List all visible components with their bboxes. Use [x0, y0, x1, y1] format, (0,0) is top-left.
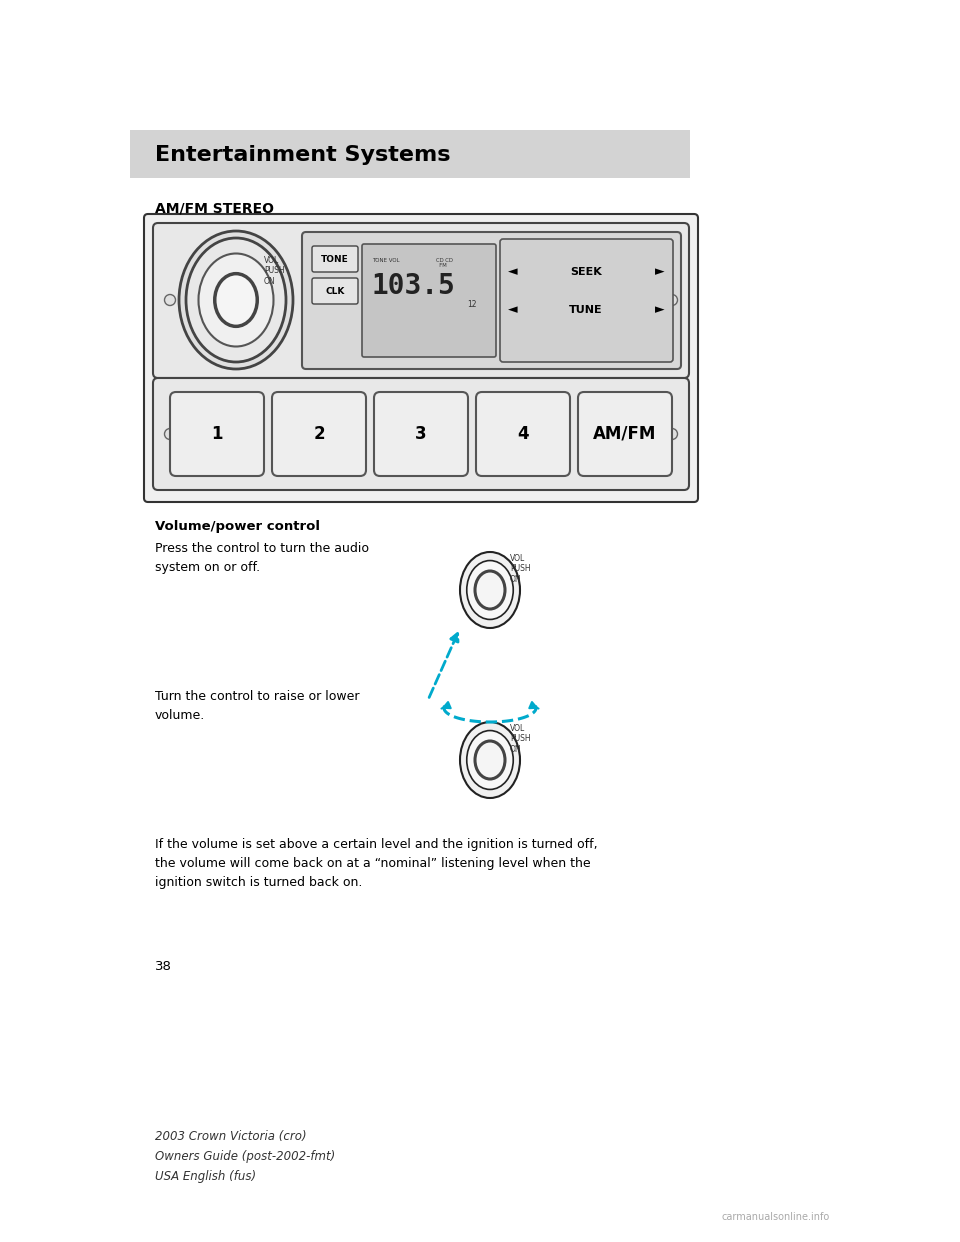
Text: CLK: CLK — [325, 287, 345, 296]
Circle shape — [164, 294, 176, 306]
Text: ►: ► — [655, 266, 665, 278]
Text: 4: 4 — [517, 425, 529, 443]
Text: Press the control to turn the audio
system on or off.: Press the control to turn the audio syst… — [155, 542, 369, 574]
FancyBboxPatch shape — [302, 232, 681, 369]
Text: AM/FM STEREO: AM/FM STEREO — [155, 202, 274, 216]
Text: If the volume is set above a certain level and the ignition is turned off,
the v: If the volume is set above a certain lev… — [155, 838, 598, 889]
Text: CD CD
  FM: CD CD FM — [436, 258, 453, 268]
FancyBboxPatch shape — [153, 378, 689, 491]
Text: 3: 3 — [415, 425, 427, 443]
FancyBboxPatch shape — [312, 278, 358, 304]
Ellipse shape — [179, 231, 293, 369]
Ellipse shape — [475, 741, 505, 779]
Circle shape — [666, 428, 678, 440]
FancyBboxPatch shape — [362, 243, 496, 356]
Text: USA English (fus): USA English (fus) — [155, 1170, 256, 1182]
FancyBboxPatch shape — [144, 214, 698, 502]
FancyBboxPatch shape — [130, 130, 690, 178]
Text: 103.5: 103.5 — [372, 272, 456, 301]
Text: TONE VOL: TONE VOL — [372, 258, 399, 263]
Ellipse shape — [467, 560, 514, 620]
FancyBboxPatch shape — [476, 392, 570, 476]
Ellipse shape — [460, 551, 520, 628]
FancyBboxPatch shape — [374, 392, 468, 476]
Text: carmanualsonline.info: carmanualsonline.info — [722, 1212, 830, 1222]
Text: 1: 1 — [211, 425, 223, 443]
Text: Turn the control to raise or lower
volume.: Turn the control to raise or lower volum… — [155, 691, 359, 722]
Ellipse shape — [199, 253, 274, 347]
Ellipse shape — [460, 722, 520, 799]
Circle shape — [666, 294, 678, 306]
FancyBboxPatch shape — [312, 246, 358, 272]
Text: VOL
PUSH
ON: VOL PUSH ON — [510, 554, 531, 584]
FancyBboxPatch shape — [578, 392, 672, 476]
Ellipse shape — [215, 273, 257, 327]
Text: VOL
PUSH
ON: VOL PUSH ON — [510, 724, 531, 754]
Text: Owners Guide (post-2002-fmt): Owners Guide (post-2002-fmt) — [155, 1150, 335, 1163]
Text: ►: ► — [655, 303, 665, 317]
FancyBboxPatch shape — [500, 238, 673, 361]
Text: 12: 12 — [467, 301, 476, 309]
Text: TONE: TONE — [322, 255, 348, 263]
Text: Volume/power control: Volume/power control — [155, 520, 320, 533]
Text: ◄: ◄ — [508, 266, 517, 278]
Text: SEEK: SEEK — [570, 267, 602, 277]
Text: ◄: ◄ — [508, 303, 517, 317]
Text: AM/FM: AM/FM — [593, 425, 657, 443]
FancyBboxPatch shape — [272, 392, 366, 476]
Text: Entertainment Systems: Entertainment Systems — [155, 145, 450, 165]
Text: 38: 38 — [155, 960, 172, 972]
Ellipse shape — [186, 238, 286, 361]
FancyBboxPatch shape — [153, 224, 689, 378]
Ellipse shape — [467, 730, 514, 790]
Ellipse shape — [475, 571, 505, 609]
Text: TUNE: TUNE — [569, 306, 603, 315]
Circle shape — [164, 428, 176, 440]
Text: 2: 2 — [313, 425, 324, 443]
FancyBboxPatch shape — [170, 392, 264, 476]
Text: VOL
PUSH
ON: VOL PUSH ON — [264, 256, 284, 286]
Text: 2003 Crown Victoria (cro): 2003 Crown Victoria (cro) — [155, 1130, 306, 1143]
